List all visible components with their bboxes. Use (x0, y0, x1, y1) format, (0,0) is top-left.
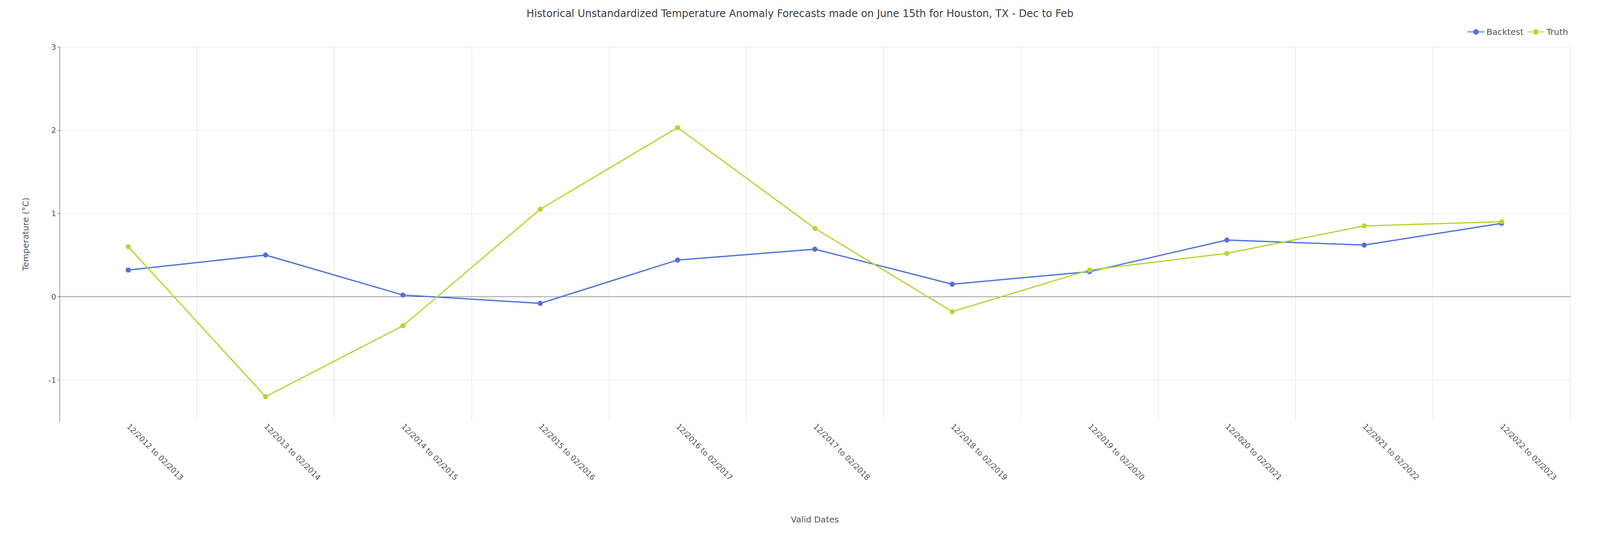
svg-text:12/2021 to 02/2022: 12/2021 to 02/2022 (1360, 422, 1421, 483)
svg-text:12/2018 to 02/2019: 12/2018 to 02/2019 (948, 422, 1009, 483)
svg-text:12/2020 to 02/2021: 12/2020 to 02/2021 (1223, 422, 1284, 483)
svg-text:0: 0 (51, 292, 57, 302)
svg-text:12/2022 to 02/2023: 12/2022 to 02/2023 (1498, 422, 1559, 483)
svg-text:12/2019 to 02/2020: 12/2019 to 02/2020 (1086, 422, 1147, 483)
svg-text:1: 1 (51, 208, 57, 218)
svg-text:2: 2 (51, 125, 57, 135)
svg-text:Temperature (°C): Temperature (°C) (20, 197, 31, 272)
svg-text:Truth: Truth (1545, 26, 1569, 38)
svg-text:-1: -1 (48, 375, 57, 385)
svg-text:12/2015 to 02/2016: 12/2015 to 02/2016 (537, 422, 598, 483)
svg-text:12/2013 to 02/2014: 12/2013 to 02/2014 (262, 422, 323, 483)
svg-text:3: 3 (51, 42, 57, 52)
svg-text:Historical Unstandardized Temp: Historical Unstandardized Temperature An… (526, 7, 1074, 20)
svg-text:12/2014 to 02/2015: 12/2014 to 02/2015 (399, 422, 460, 483)
svg-text:12/2016 to 02/2017: 12/2016 to 02/2017 (674, 422, 735, 483)
svg-text:12/2017 to 02/2018: 12/2017 to 02/2018 (811, 422, 872, 483)
svg-text:Backtest: Backtest (1486, 26, 1524, 38)
svg-text:Valid Dates: Valid Dates (791, 514, 840, 525)
svg-text:12/2012 to 02/2013: 12/2012 to 02/2013 (125, 422, 186, 483)
